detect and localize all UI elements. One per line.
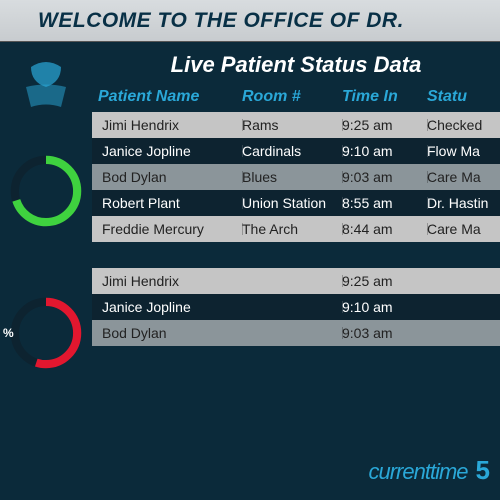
gauge-1 (5, 150, 87, 232)
status-cell: Checked (427, 117, 500, 133)
patient-table-2: Jimi Hendrix 9:25 am Janice Jopline 9:10 am… (92, 268, 500, 346)
logo-area (11, 52, 81, 142)
table-row: Janice Jopline 9:10 am (92, 294, 500, 320)
time-in-cell: 8:55 am (342, 195, 427, 211)
patient-name-cell: Robert Plant (92, 195, 242, 211)
room-cell: Cardinals (242, 143, 342, 159)
current-time-value: 5 (476, 455, 490, 486)
status-cell: Care Ma (427, 169, 500, 185)
col-header-room: Room # (242, 88, 342, 106)
patient-name-cell: Janice Jopline (92, 143, 242, 159)
status-cell: Care Ma (427, 221, 500, 237)
table-row: Bod Dylan 9:03 am (92, 320, 500, 346)
header-title: WELCOME TO THE OFFICE OF DR. (38, 9, 404, 33)
patient-name-cell: Jimi Hendrix (92, 117, 242, 133)
gauge-2: % (5, 292, 87, 374)
room-cell: The Arch (242, 221, 342, 237)
column-headers: Patient Name Room # Time In Statu (92, 84, 500, 112)
patient-table-1: Jimi HendrixRams9:25 amCheckedJanice Jop… (92, 112, 500, 242)
room-cell: Blues (242, 169, 342, 185)
patient-name-cell: Janice Jopline (92, 299, 242, 315)
current-time-label: currenttime (368, 459, 467, 485)
footer: currenttime 5 (92, 443, 500, 500)
table-row: Freddie MercuryThe Arch8:44 amCare Ma (92, 216, 500, 242)
table-row: Bod DylanBlues9:03 amCare Ma (92, 164, 500, 190)
table-gap (92, 242, 500, 268)
col-header-name: Patient Name (92, 88, 242, 106)
room-cell: Union Station (242, 195, 342, 211)
status-cell: Dr. Hastin (427, 195, 500, 211)
table-row: Janice JoplineCardinals9:10 amFlow Ma (92, 138, 500, 164)
time-in-cell: 8:44 am (342, 221, 427, 237)
patient-name-cell: Jimi Hendrix (92, 273, 242, 289)
time-in-cell: 9:25 am (342, 117, 427, 133)
patient-name-cell: Bod Dylan (92, 325, 242, 341)
time-in-cell: 9:10 am (342, 299, 427, 315)
col-header-time: Time In (342, 88, 427, 106)
patient-name-cell: Freddie Mercury (92, 221, 242, 237)
subtitle: Live Patient Status Data (92, 42, 500, 84)
sidebar: % (0, 42, 92, 500)
table-row: Jimi HendrixRams9:25 amChecked (92, 112, 500, 138)
room-cell: Rams (242, 117, 342, 133)
header-bar: WELCOME TO THE OFFICE OF DR. (0, 0, 500, 42)
time-in-cell: 9:10 am (342, 143, 427, 159)
time-in-cell: 9:03 am (342, 169, 427, 185)
col-header-status: Statu (427, 88, 500, 106)
gauge-2-label: % (3, 326, 14, 340)
content-area: Live Patient Status Data Patient Name Ro… (92, 42, 500, 500)
table-row: Robert PlantUnion Station8:55 amDr. Hast… (92, 190, 500, 216)
table-row: Jimi Hendrix 9:25 am (92, 268, 500, 294)
time-in-cell: 9:03 am (342, 325, 427, 341)
status-cell: Flow Ma (427, 143, 500, 159)
time-in-cell: 9:25 am (342, 273, 427, 289)
logo-icon (11, 52, 81, 142)
patient-name-cell: Bod Dylan (92, 169, 242, 185)
main-area: % Live Patient Status Data Patient Name … (0, 42, 500, 500)
